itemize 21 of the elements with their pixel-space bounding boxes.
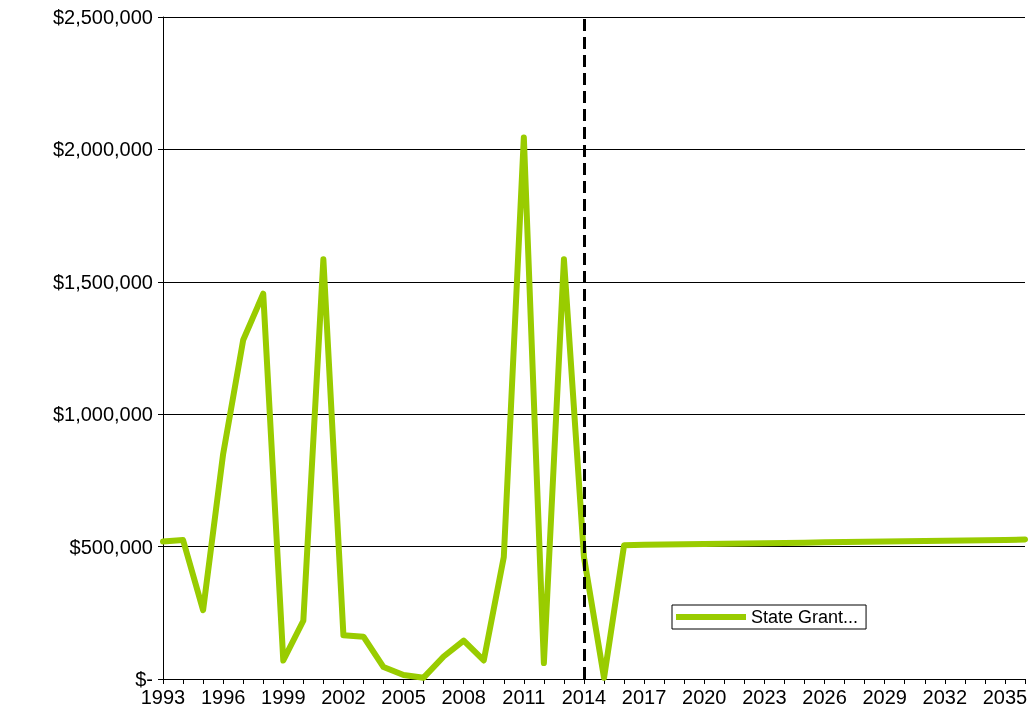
y-tick-label: $500,000 [69,535,153,558]
legend-label: State Grant... [751,607,859,627]
x-tick-label: 2005 [381,686,426,708]
x-tick-label: 2035 [982,686,1028,708]
y-tick-label: $- [135,668,153,690]
x-tick-label: 2014 [561,686,607,708]
x-tick-label: 1999 [261,686,306,708]
x-tick-label: 2020 [682,686,727,708]
x-tick-label: 2011 [502,686,546,708]
y-tick-label: $2,500,000 [52,6,153,28]
x-tick-label: 2008 [441,686,486,708]
y-tick-label: $2,000,000 [52,138,153,161]
x-tick-label: 2017 [621,686,667,708]
x-tick-label: 2023 [742,686,787,708]
x-tick-label: 1996 [200,686,246,708]
x-tick-label: 2032 [922,686,968,708]
y-tick-label: $1,000,000 [52,403,153,426]
y-tick-label: $1,500,000 [52,270,153,293]
x-tick-label: 2029 [862,686,907,708]
x-tick-label: 2002 [321,686,366,708]
x-tick-label: 2026 [802,686,847,708]
